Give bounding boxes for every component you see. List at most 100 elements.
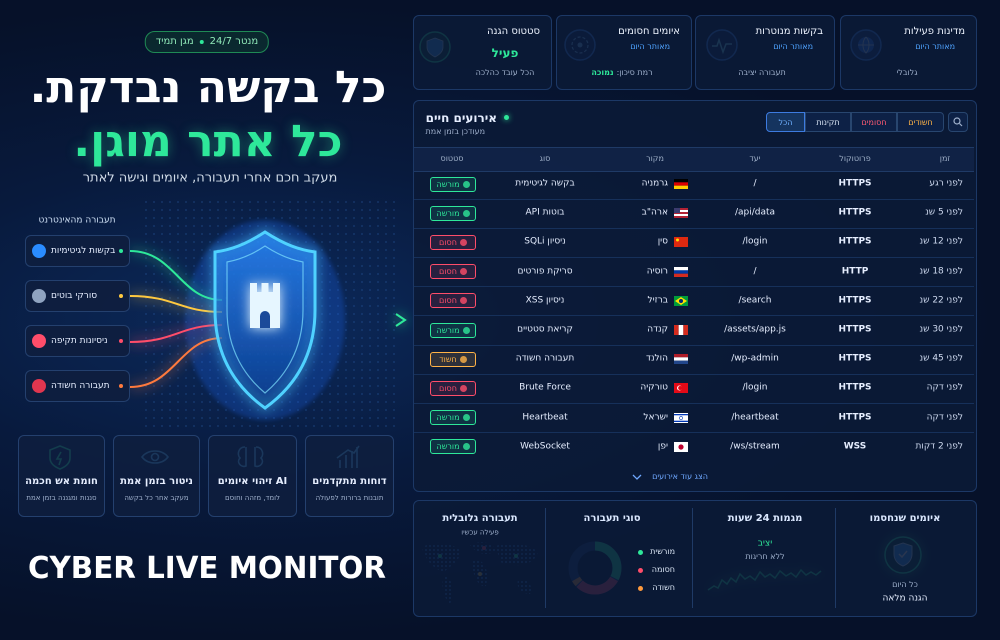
event-source: הולנד — [646, 353, 668, 364]
filter-button[interactable]: חסומים — [851, 112, 897, 132]
filter-button[interactable]: הכל — [766, 112, 805, 132]
event-type: WebSocket — [520, 441, 570, 452]
feature-subtitle: לומד, מזהה וחוסם — [224, 494, 281, 502]
stat-title: איומים חסומים — [618, 26, 680, 37]
brand: CYBER LIVE MONITOR — [28, 551, 386, 586]
status-label: חסום — [439, 296, 457, 306]
status-label: מורשה — [436, 179, 460, 189]
legend-label: חסומה — [651, 565, 675, 574]
traffic-item: בקשות לגיטימיות — [25, 235, 130, 267]
trend-note: ללא חריגות — [745, 552, 785, 561]
row-separator — [414, 432, 974, 434]
panel-title: תעבורה גלובלית — [442, 513, 518, 524]
status-dot — [119, 294, 123, 298]
status-pill: חסום — [430, 380, 476, 396]
stat-footer-value: נמוכה — [591, 68, 614, 77]
stat-title: בקשות מנוטרות — [755, 26, 823, 37]
feature-subtitle: מעקב אחר כל בקשה — [124, 494, 189, 502]
item-label: תעבורה חשודה — [51, 381, 110, 391]
event-source: טורקיה — [640, 382, 668, 393]
event-type: בקשה לגיטימית — [515, 178, 575, 189]
section-label: תעבורה מהאינטרנט — [38, 215, 116, 226]
legend-dot — [638, 586, 643, 591]
status-icon — [459, 384, 467, 392]
event-time: לפני 18 שנ — [919, 266, 963, 277]
column-header: מקור — [646, 154, 664, 163]
item-label: בקשות לגיטימיות — [51, 246, 116, 256]
event-protocol: HTTP — [841, 266, 869, 277]
stat-subtitle: מאותר היום — [773, 42, 813, 51]
column-header: פרוטוקול — [839, 154, 871, 163]
stat-card — [840, 15, 977, 90]
flag — [674, 441, 688, 452]
event-source: סין — [657, 236, 668, 247]
status-icon — [459, 355, 467, 363]
event-type: Heartbeat — [522, 412, 568, 423]
status-pill: מורשה — [430, 176, 476, 192]
flag — [674, 179, 688, 189]
event-type: קריאת סטטיים — [517, 324, 573, 335]
status-icon — [462, 326, 470, 334]
filter-button[interactable]: תקינות — [805, 112, 851, 132]
traffic-item: ניסיונות תקיפה — [25, 325, 130, 357]
brand-block: CYBER LIVE MONITOR — [28, 551, 386, 586]
flag — [674, 354, 688, 365]
traffic-item: תעבורה חשודה — [25, 370, 130, 402]
subtitle: מעקב חכם אחרי תעבורה, איומים וגישה לאתר — [82, 170, 338, 186]
status-icon — [462, 443, 470, 451]
divider — [835, 508, 836, 608]
summary-panel — [413, 500, 977, 617]
event-type: Brute Force — [519, 382, 571, 393]
event-time: לפני 12 שנ — [919, 236, 963, 247]
event-target: /assets/app.js — [724, 324, 786, 335]
stat-subtitle: מאותר היום — [630, 42, 670, 51]
panel-title: אירועים חיים — [425, 111, 497, 125]
feature-card: דוחות מתקדמים תובנות ברורות לפעולה — [305, 435, 394, 517]
event-target: /search — [738, 295, 772, 306]
event-target: /login — [742, 382, 768, 393]
row-separator — [414, 344, 974, 346]
status-icon — [462, 209, 470, 217]
event-target: /heartbeat — [731, 412, 779, 423]
status-label: מורשה — [436, 208, 460, 218]
stat-footer: גלובלי — [896, 68, 918, 77]
feature-title: AI זיהוי איומים — [217, 476, 288, 487]
stat-title: מדינות פעילות — [904, 26, 965, 37]
status-pill: מורשה — [430, 322, 476, 338]
search-button[interactable] — [948, 112, 968, 132]
status-label: חסום — [439, 383, 457, 393]
traffic-lines — [129, 250, 407, 388]
flag — [674, 266, 688, 277]
filter-button[interactable]: חשודים — [897, 112, 944, 132]
stat-card — [556, 15, 692, 90]
event-source: ברזיל — [647, 295, 668, 306]
event-target: /api/data — [734, 207, 776, 218]
status-pill: חסום — [430, 234, 476, 250]
event-protocol: HTTPS — [838, 412, 872, 423]
feature-title: חומת אש חכמה — [25, 476, 98, 487]
status-icon — [462, 414, 470, 422]
icon — [32, 379, 46, 393]
badge-text: מגן תמיד — [155, 36, 194, 47]
feature-card: ניטור בזמן אמת מעקב אחר כל בקשה — [113, 435, 200, 517]
badge: מנטר 24/7 מגן תמיד — [144, 31, 270, 53]
show-more[interactable]: הצג עוד אירועים — [652, 472, 708, 481]
icon — [32, 334, 46, 348]
badge-dot — [199, 40, 204, 44]
row-separator — [414, 373, 974, 375]
event-target: / — [753, 178, 757, 189]
stat-footer-label: רמת סיכון: — [616, 68, 653, 77]
divider — [545, 508, 546, 608]
event-time: לפני 22 שנ — [919, 295, 963, 306]
status-icon — [459, 268, 467, 276]
event-source: ישראל — [643, 412, 668, 423]
headline: כל בקשה נבדקת. — [29, 62, 387, 113]
legend-dot — [638, 568, 643, 573]
legend-label: חשודה — [652, 583, 675, 592]
event-time: לפני 30 שנ — [919, 324, 963, 335]
icon — [32, 289, 46, 303]
feature-title: ניטור בזמן אמת — [120, 476, 193, 487]
